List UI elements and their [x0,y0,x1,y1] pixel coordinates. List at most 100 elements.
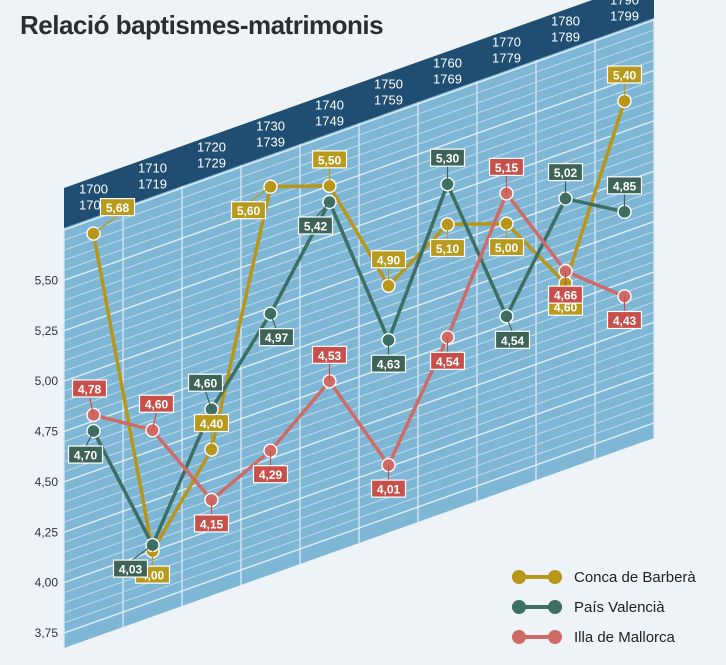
grid-hline [63,29,655,241]
y-tick-label: 4,00 [35,576,59,590]
data-label-pais-valencia: 4,63 [377,358,401,372]
grid-hline [63,352,655,563]
y-tick-label: 4,75 [35,425,59,439]
y-tick-label: 4,50 [35,475,59,489]
data-label-box [67,445,104,464]
period-label-start: 1700 [79,182,108,197]
data-label-illa-de-mallorca: 4,29 [259,468,283,482]
period-label-start: 1720 [197,140,226,155]
legend-swatch-pais-valencia [512,600,562,614]
y-tick-label: 5,25 [35,324,59,338]
data-label-box [112,559,149,578]
period-label-end: 1719 [138,177,167,192]
data-label-box [547,285,584,304]
period-label-start: 1790 [610,0,639,8]
data-label-box [71,379,108,398]
data-label-leader [93,215,118,235]
data-label-illa-de-mallorca: 4,78 [78,382,102,396]
legend-label-pais-valencia: País Valencià [574,598,665,616]
grid-hline [63,80,655,291]
data-label-box [230,201,267,220]
legend-swatch-conca-de-barbera [512,570,562,584]
data-label-illa-de-mallorca: 4,53 [318,349,342,363]
data-label-illa-de-mallorca: 5,15 [495,161,519,175]
period-label-end: 1769 [433,72,462,87]
data-label-box [488,157,525,176]
grid-hline [63,49,655,261]
grid-hline [63,211,655,422]
data-label-leader [88,396,95,416]
data-label-box [99,198,136,217]
grid-hline [63,100,655,312]
data-label-conca-de-barbera: 4,90 [377,253,401,267]
grid-hline [63,341,655,553]
data-label-box [429,351,466,370]
data-label-box [429,238,466,258]
data-label-illa-de-mallorca: 4,43 [613,314,637,328]
data-label-box [606,65,643,84]
data-label-pais-valencia: 5,02 [554,166,578,180]
grid-hline [63,200,655,412]
grid-hline [63,311,655,523]
period-label-start: 1710 [138,161,167,176]
data-label-box [370,250,407,269]
chart-title: Relació baptismes-matrimonis [20,10,384,40]
period-label-end: 1749 [315,114,344,129]
data-label-pais-valencia: 5,30 [436,152,460,166]
grid-hline [63,90,655,301]
data-label-leader [248,186,271,204]
period-label-end: 1799 [610,9,639,24]
data-label-conca-de-barbera: 5,00 [495,241,519,255]
grid-hline [63,170,655,382]
grid-hline [63,120,655,332]
grid-hline [63,39,655,251]
legend-item-pais-valencia: País Valencià [512,592,712,622]
data-label-leader [151,412,158,431]
y-tick-label: 3,75 [35,626,59,640]
data-label-box [311,150,348,169]
data-label-box [494,330,531,349]
data-label-illa-de-mallorca: 4,60 [145,398,169,412]
data-label-pais-valencia: 4,70 [74,449,98,463]
data-label-box [138,394,175,413]
data-label-conca-de-barbera: 4,60 [554,301,578,315]
data-label-leader [204,391,213,410]
data-label-pais-valencia: 5,42 [304,219,328,233]
grid-hline [63,19,655,231]
grid-hline [63,412,655,624]
grid-hline [63,301,655,513]
data-label-illa-de-mallorca: 4,01 [377,483,401,497]
data-label-pais-valencia: 4,60 [194,377,218,391]
data-label-box [193,413,230,433]
grid-hline [63,59,655,271]
grid-hline [63,160,655,372]
period-label-start: 1760 [433,56,462,71]
y-axis: 3,75 4,00 4,25 4,50 4,75 5,00 5,25 5,50 [35,273,59,640]
legend-item-illa-de-mallorca: Illa de Mallorca [512,622,712,652]
grid-hline [63,382,655,594]
series-line-illa-de-mallorca [93,191,626,502]
data-label-leader [84,430,95,448]
data-label-leader [269,313,278,330]
data-label-box [311,345,348,364]
legend-label-illa-de-mallorca: Illa de Mallorca [574,628,675,646]
grid-hline [63,281,655,493]
grid-hline [63,150,655,362]
data-label-pais-valencia: 4,85 [613,179,637,193]
data-label-box [258,328,295,347]
data-label-pais-valencia: 4,54 [501,334,525,348]
data-label-leader [315,201,330,219]
grid-hline [63,241,655,453]
period-label-start: 1780 [551,14,580,29]
period-label-start: 1750 [374,77,403,92]
series-line-conca-de-barbera [91,100,627,553]
data-label-box [488,238,525,257]
data-label-box [547,162,584,182]
data-label-pais-valencia: 4,97 [265,331,289,345]
data-label-conca-de-barbera: 5,60 [237,204,261,218]
data-label-illa-de-mallorca: 4,66 [554,289,578,303]
grid-hline [63,69,655,282]
period-label-end: 1759 [374,93,403,108]
data-label-box [193,514,230,533]
